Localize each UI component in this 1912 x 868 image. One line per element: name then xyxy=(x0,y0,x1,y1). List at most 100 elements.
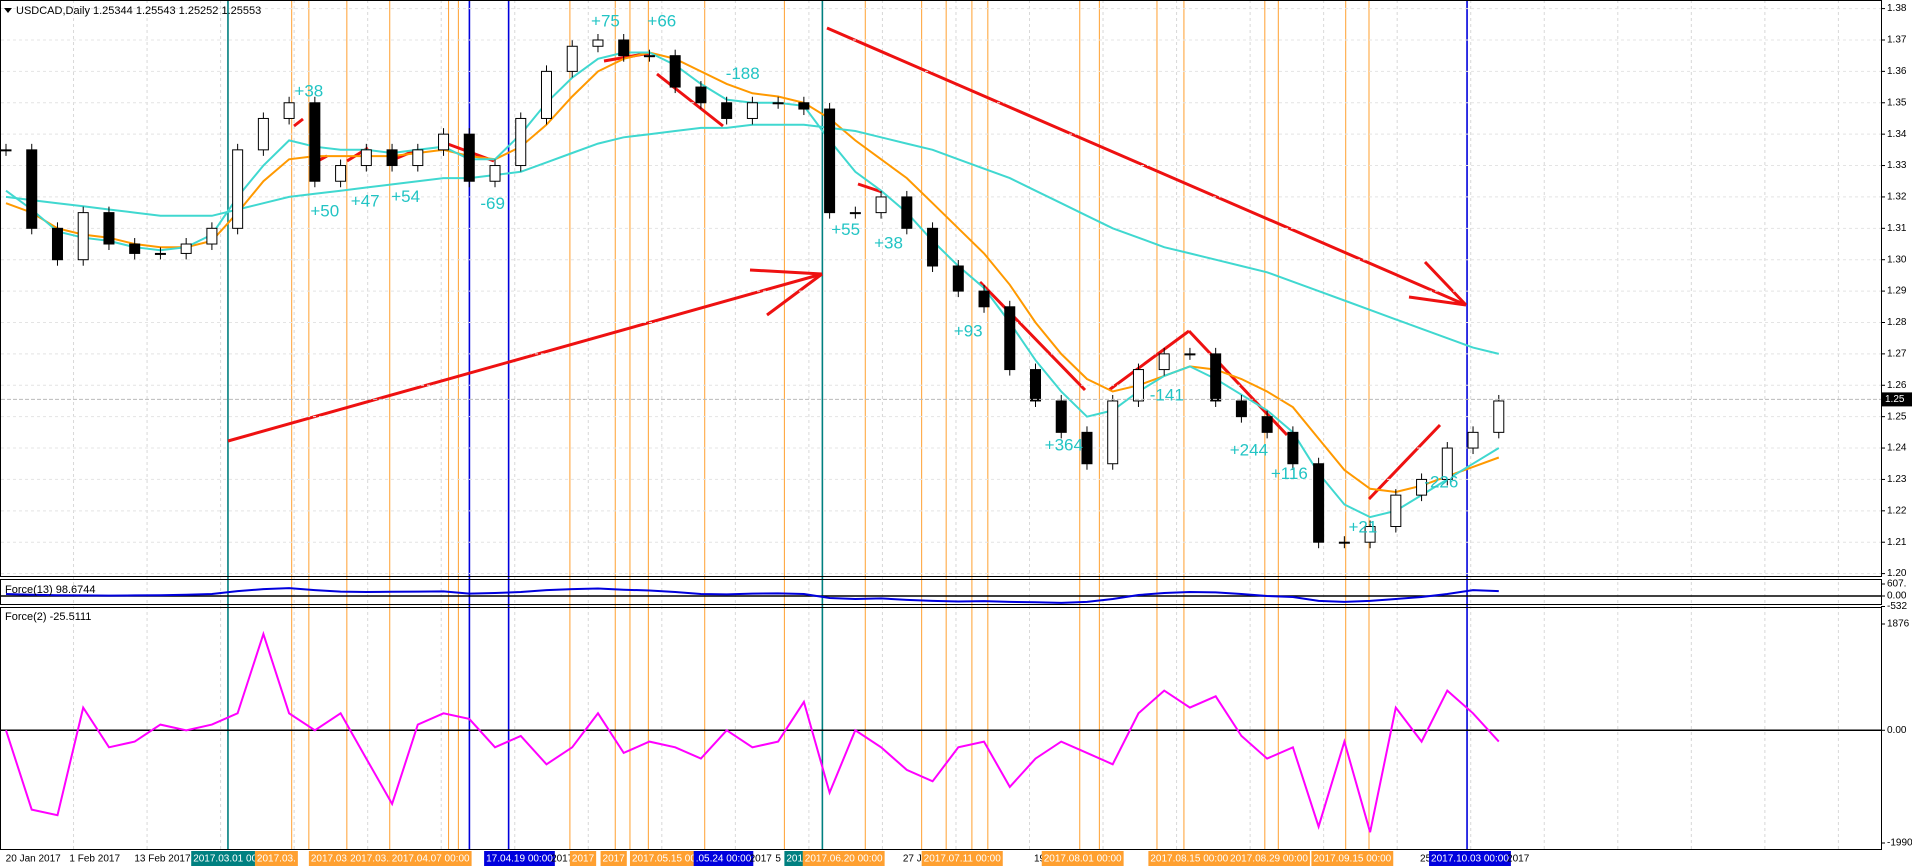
candle xyxy=(1441,447,1453,480)
candle xyxy=(1364,526,1376,543)
x-label-box xyxy=(484,851,555,866)
swing-line xyxy=(978,280,1087,392)
candle xyxy=(1338,541,1350,544)
candle xyxy=(1184,353,1196,356)
x-tick-label: 2017.08.29 00:00 xyxy=(1230,854,1308,865)
candle xyxy=(1081,431,1093,465)
x-label-box xyxy=(254,851,298,866)
candle xyxy=(257,117,269,151)
candle xyxy=(978,290,990,308)
y-tick-label: 1.22 xyxy=(1887,505,1907,516)
swing-line xyxy=(1367,423,1442,501)
swing-line xyxy=(293,117,304,128)
indicator-line xyxy=(5,587,1499,604)
x-label-box xyxy=(191,851,260,866)
candle xyxy=(206,227,218,245)
y-tick-label: 1.33 xyxy=(1887,160,1907,171)
x-tick-label: 27 J xyxy=(903,854,922,865)
candle xyxy=(180,243,192,254)
y-tick-label: 1.38 xyxy=(1887,3,1907,14)
chart-title: USDCAD,Daily 1.25344 1.25543 1.25252 1.2… xyxy=(16,5,261,17)
annotation: +50 xyxy=(310,202,339,221)
annotation: +55 xyxy=(831,220,860,239)
candle xyxy=(412,149,424,167)
y-tick-label: 1.28 xyxy=(1887,317,1907,328)
candle xyxy=(772,102,784,105)
y-tick-label: 1.24 xyxy=(1887,443,1907,454)
x-label-box xyxy=(389,851,472,866)
arrow-head xyxy=(766,272,823,317)
annotation: +244 xyxy=(1230,441,1268,460)
y-tick-label: 1.29 xyxy=(1887,286,1907,297)
arrow-head xyxy=(749,268,823,276)
x-tick-label: 13 Feb 2017 xyxy=(134,854,191,865)
y-tick-label: 1.21 xyxy=(1887,537,1907,548)
annotation: +93 xyxy=(954,322,983,341)
candle xyxy=(746,102,758,119)
candle xyxy=(643,55,655,58)
y-tick-label: 1.25 xyxy=(1887,411,1907,422)
x-tick-label: 2017 xyxy=(603,854,626,865)
x-tick-label: 2017.03.29 0 xyxy=(350,854,409,865)
y-tick-label: 1.34 xyxy=(1887,129,1907,140)
candle xyxy=(721,102,733,119)
candle xyxy=(798,102,810,110)
annotation: -188 xyxy=(726,64,760,83)
candle xyxy=(1158,353,1170,371)
panel-title: Force(2) -25.5111 xyxy=(5,611,91,623)
y-tick-label: -532 xyxy=(1887,601,1907,612)
candle xyxy=(1261,416,1273,433)
candle xyxy=(1004,306,1016,371)
indicator-line xyxy=(5,51,1500,494)
price-panel-frame xyxy=(0,0,1882,577)
candle xyxy=(489,165,501,182)
candle xyxy=(566,45,578,72)
candle xyxy=(515,117,527,167)
y-tick-label: 1.32 xyxy=(1887,192,1907,203)
x-tick-label: 2017.03. xyxy=(257,854,296,865)
y-tick-label: 0.00 xyxy=(1887,591,1907,602)
annotation: +38 xyxy=(294,81,323,100)
indicator-line xyxy=(5,123,1500,355)
swing-line xyxy=(1108,329,1190,392)
candle xyxy=(26,149,38,229)
x-tick-label: 2017 xyxy=(750,854,773,865)
candle xyxy=(618,39,630,57)
arrow-head xyxy=(1408,295,1467,307)
y-tick-label: 1.23 xyxy=(1887,474,1907,485)
x-tick-label: 5 xyxy=(775,854,781,865)
x-label-box xyxy=(1041,851,1124,866)
candle xyxy=(1416,478,1428,496)
annotation: +54 xyxy=(391,187,420,206)
swing-line xyxy=(656,72,724,128)
x-tick-label: 2017.06.20 00:00 xyxy=(805,854,883,865)
x-label-box xyxy=(308,851,352,866)
candle xyxy=(1235,400,1247,418)
y-tick-label: 1.37 xyxy=(1887,35,1907,46)
candle xyxy=(1132,369,1144,402)
y-tick-label: 1.27 xyxy=(1887,349,1907,360)
last-price-label: 1.25 xyxy=(1885,394,1905,405)
candle xyxy=(309,102,321,182)
y-tick-label: 1.20 xyxy=(1887,568,1907,579)
x-tick-label: 2017 xyxy=(551,854,574,865)
x-label-box xyxy=(693,851,754,866)
annotation: +38 xyxy=(874,233,903,252)
annotation: +364 xyxy=(1045,436,1083,455)
candle xyxy=(849,212,861,215)
candle xyxy=(669,55,681,88)
x-tick-label: 20 Jan 2017 xyxy=(6,854,61,865)
candle xyxy=(335,165,347,182)
menu-triangle[interactable] xyxy=(4,8,12,13)
annotation: +66 xyxy=(647,12,676,31)
candle xyxy=(1467,431,1479,449)
y-tick-label: -1990 xyxy=(1887,838,1912,849)
x-tick-label: 2017 xyxy=(572,854,595,865)
candle xyxy=(952,265,964,292)
plot xyxy=(0,8,1881,833)
x-tick-label: 25 xyxy=(1420,854,1432,865)
candle xyxy=(0,149,12,152)
candle xyxy=(154,252,166,255)
swing-line xyxy=(857,182,883,194)
y-tick-label: 607. xyxy=(1887,579,1906,590)
